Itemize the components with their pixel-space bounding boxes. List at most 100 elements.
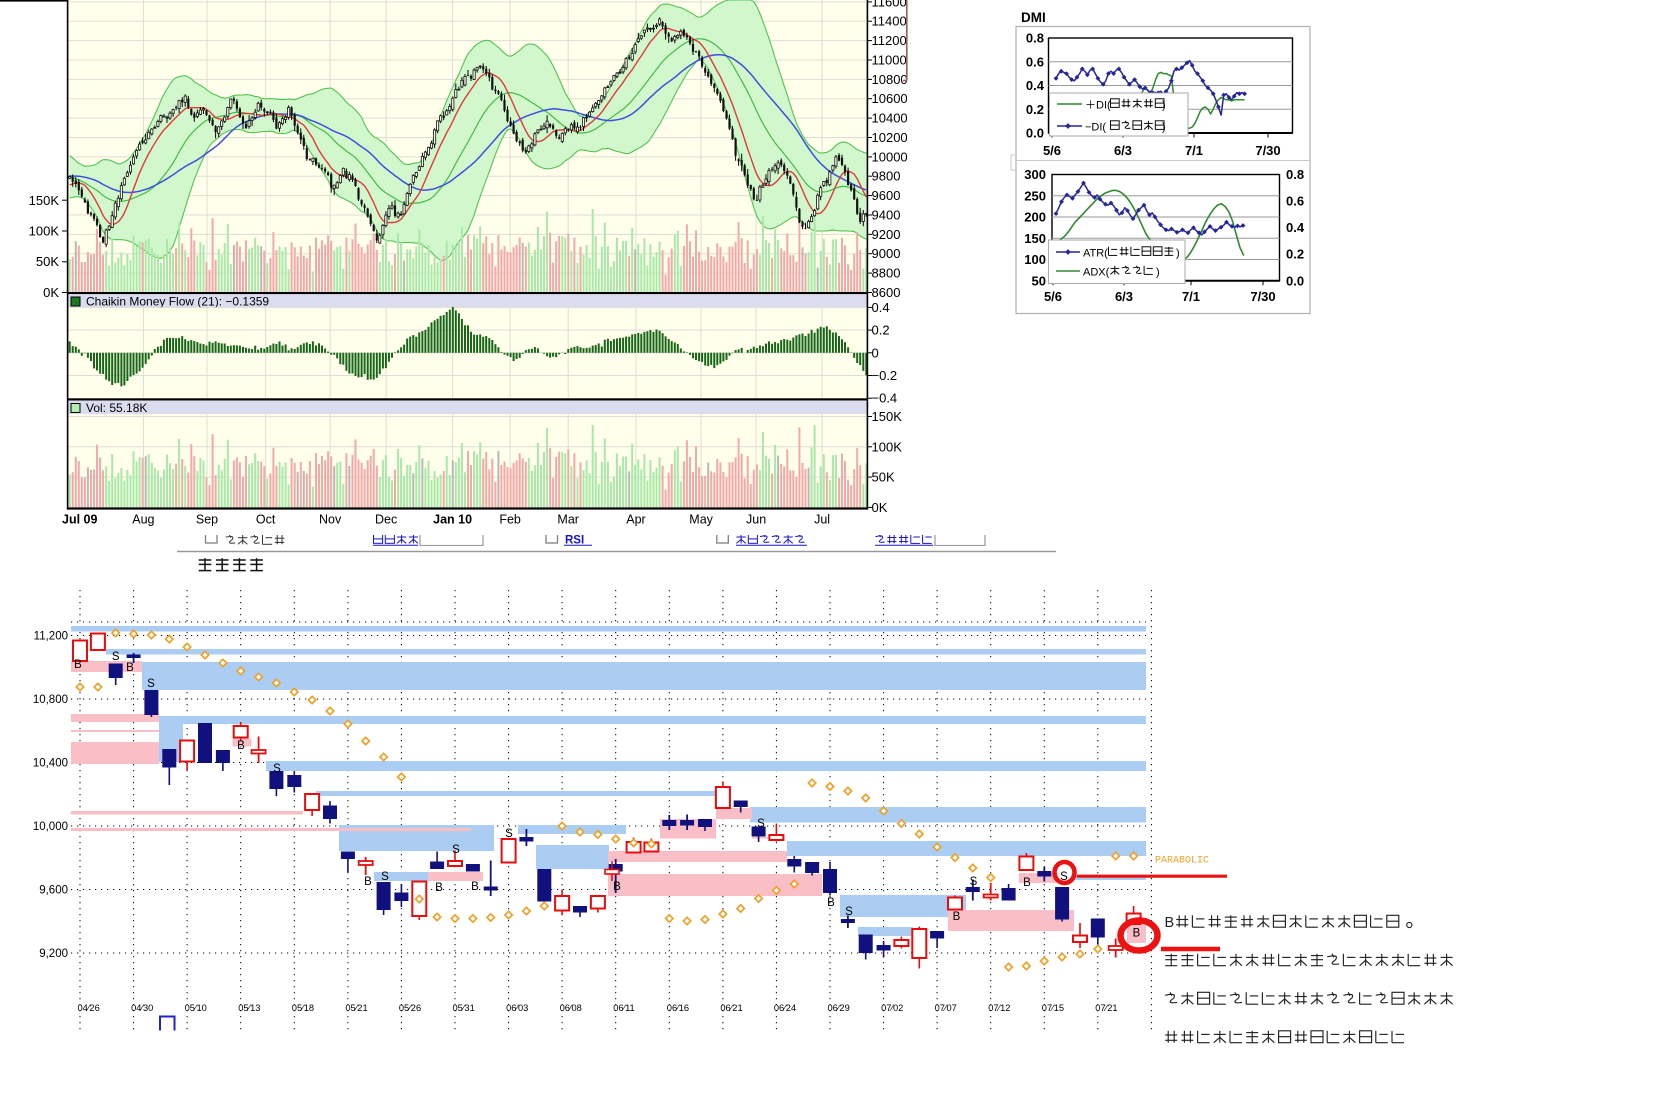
svg-text:9,200: 9,200 xyxy=(39,948,68,960)
svg-text:11000: 11000 xyxy=(872,53,907,68)
svg-text:06⁄16: 06⁄16 xyxy=(667,1003,689,1013)
svg-text:10400: 10400 xyxy=(872,111,908,126)
svg-text:0K: 0K xyxy=(872,500,888,515)
svg-text:Apr: Apr xyxy=(626,513,645,527)
svg-text:B: B xyxy=(953,911,961,923)
svg-text:S: S xyxy=(1060,871,1068,883)
svg-text:Feb: Feb xyxy=(499,513,521,527)
svg-text:10600: 10600 xyxy=(872,91,908,106)
svg-text:B: B xyxy=(1165,915,1175,931)
svg-text:DMI: DMI xyxy=(1021,10,1046,25)
svg-text:05⁄21: 05⁄21 xyxy=(345,1003,367,1013)
svg-text:06⁄08: 06⁄08 xyxy=(560,1003,582,1013)
svg-text:6/3: 6/3 xyxy=(1114,143,1132,158)
svg-text:−DI(: −DI( xyxy=(1085,122,1106,134)
svg-text:9000: 9000 xyxy=(872,246,901,261)
svg-text:S: S xyxy=(147,678,155,690)
svg-text:0.4: 0.4 xyxy=(1026,78,1045,93)
svg-text:): ) xyxy=(1176,248,1180,260)
svg-text:Sep: Sep xyxy=(196,513,218,527)
svg-text:RSI: RSI xyxy=(565,535,584,547)
svg-text:10000: 10000 xyxy=(872,149,908,164)
svg-text:5/6: 5/6 xyxy=(1043,143,1061,158)
svg-text:0: 0 xyxy=(872,345,879,360)
svg-text:07⁄15: 07⁄15 xyxy=(1042,1003,1064,1013)
svg-text:0.2: 0.2 xyxy=(872,323,890,338)
svg-text:100: 100 xyxy=(1024,252,1046,267)
svg-text:8600: 8600 xyxy=(872,285,901,300)
svg-text:05⁄26: 05⁄26 xyxy=(399,1003,421,1013)
svg-text:04⁄26: 04⁄26 xyxy=(78,1003,100,1013)
svg-text:9800: 9800 xyxy=(872,169,901,184)
svg-text:5/6: 5/6 xyxy=(1044,289,1062,304)
svg-text:Nov: Nov xyxy=(319,513,342,527)
svg-text:): ) xyxy=(1162,122,1166,134)
svg-text:05⁄13: 05⁄13 xyxy=(238,1003,260,1013)
svg-text:50: 50 xyxy=(1032,273,1046,288)
svg-text:05⁄18: 05⁄18 xyxy=(292,1003,314,1013)
svg-text:S: S xyxy=(505,828,513,840)
svg-text:0.8: 0.8 xyxy=(1286,167,1304,182)
svg-text:B: B xyxy=(1023,877,1031,889)
svg-text:Jan 10: Jan 10 xyxy=(433,513,472,527)
svg-text:0.4: 0.4 xyxy=(1286,220,1305,235)
svg-text:06⁄29: 06⁄29 xyxy=(828,1003,850,1013)
svg-text:−0.4: −0.4 xyxy=(872,391,898,406)
svg-text:B: B xyxy=(1133,928,1141,940)
svg-text:−0.2: −0.2 xyxy=(872,368,898,383)
svg-text:Oct: Oct xyxy=(256,513,276,527)
svg-text:B: B xyxy=(126,662,134,674)
svg-text:100K: 100K xyxy=(29,224,60,239)
svg-text:50K: 50K xyxy=(872,470,895,485)
svg-text:May: May xyxy=(689,513,713,527)
svg-text:B: B xyxy=(613,881,621,893)
svg-text:Jul 09: Jul 09 xyxy=(62,513,97,527)
svg-text:06⁄11: 06⁄11 xyxy=(613,1003,635,1013)
svg-text:B: B xyxy=(435,882,443,894)
svg-text:Jun: Jun xyxy=(746,513,766,527)
svg-text:07⁄07: 07⁄07 xyxy=(935,1003,957,1013)
svg-text:0.6: 0.6 xyxy=(1286,194,1304,209)
svg-text:0.2: 0.2 xyxy=(1286,247,1304,262)
svg-text:B: B xyxy=(74,659,82,671)
svg-text:B: B xyxy=(827,897,835,909)
svg-text:Mar: Mar xyxy=(557,513,579,527)
svg-text:＋DI(: ＋DI( xyxy=(1085,100,1111,112)
svg-text:0K: 0K xyxy=(43,285,59,300)
svg-text:06⁄24: 06⁄24 xyxy=(774,1003,796,1013)
svg-text:0.4: 0.4 xyxy=(872,300,890,315)
svg-text:): ) xyxy=(1156,267,1160,279)
svg-text:S: S xyxy=(757,818,765,830)
svg-text:05⁄10: 05⁄10 xyxy=(185,1003,207,1013)
svg-text:0.2: 0.2 xyxy=(1026,102,1044,117)
svg-text:S: S xyxy=(452,844,460,856)
svg-text:6/3: 6/3 xyxy=(1115,289,1133,304)
svg-text:07⁄21: 07⁄21 xyxy=(1095,1003,1117,1013)
svg-text:S: S xyxy=(112,651,120,663)
svg-text:250: 250 xyxy=(1024,188,1046,203)
svg-text:S: S xyxy=(970,876,978,888)
svg-text:9,600: 9,600 xyxy=(39,885,68,897)
svg-text:10200: 10200 xyxy=(872,130,908,145)
svg-text:9200: 9200 xyxy=(872,227,901,242)
svg-text:200: 200 xyxy=(1024,210,1046,225)
svg-text:07⁄12: 07⁄12 xyxy=(988,1003,1010,1013)
svg-text:8800: 8800 xyxy=(872,266,901,281)
svg-text:11,200: 11,200 xyxy=(34,631,68,643)
svg-text:50K: 50K xyxy=(36,254,59,269)
svg-text:9600: 9600 xyxy=(872,188,901,203)
svg-text:150: 150 xyxy=(1024,231,1046,246)
svg-text:Chaikin Money Flow (21): −0.13: Chaikin Money Flow (21): −0.1359 xyxy=(86,295,269,309)
svg-text:10,800: 10,800 xyxy=(33,694,68,706)
svg-text:05⁄31: 05⁄31 xyxy=(453,1003,475,1013)
svg-text:7/30: 7/30 xyxy=(1255,143,1280,158)
svg-text:9400: 9400 xyxy=(872,208,901,223)
svg-text:B: B xyxy=(364,876,372,888)
svg-text:B: B xyxy=(471,881,479,893)
svg-text:10,000: 10,000 xyxy=(33,821,68,833)
svg-text:300: 300 xyxy=(1024,167,1046,182)
svg-text:7/1: 7/1 xyxy=(1182,289,1200,304)
svg-text:Dec: Dec xyxy=(375,513,397,527)
svg-text:S: S xyxy=(845,906,853,918)
svg-text:11400: 11400 xyxy=(872,14,907,29)
